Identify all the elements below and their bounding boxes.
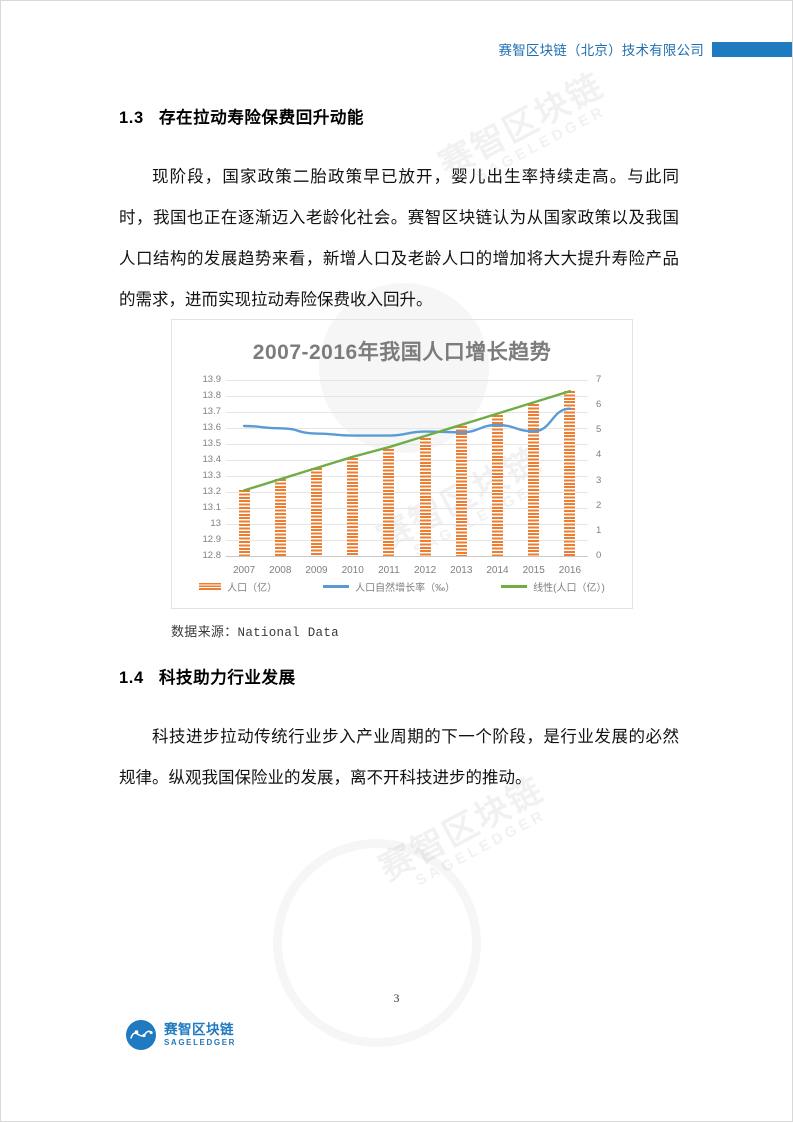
y-axis-tick-label: 13.3: [202, 470, 222, 481]
x-axis-tick-label: 2010: [341, 565, 364, 576]
y-axis-tick-label: 13.1: [202, 502, 222, 513]
chart-gridline: [226, 396, 588, 397]
x-axis-tick-label: 2008: [269, 565, 292, 576]
y-axis-tick-label: 13.4: [202, 454, 222, 465]
section-number: 1.4: [119, 669, 144, 687]
chart-bar: [528, 404, 540, 556]
legend-item[interactable]: 人口（亿）: [199, 579, 277, 594]
y-axis-tick-label: 13.2: [202, 486, 222, 497]
chart-gridline: [226, 556, 588, 557]
chart-bar: [492, 415, 503, 556]
logo-text-en: SAGELEDGER: [164, 1037, 237, 1047]
chart-line-layer: [242, 390, 572, 492]
legend-swatch-line: [323, 585, 350, 588]
chart-line: [242, 407, 572, 437]
section-title: 存在拉动寿险保费回升动能: [158, 109, 365, 127]
legend-label: 线性(人口（亿）): [533, 583, 605, 594]
figure-source: 数据来源：National Data: [171, 621, 339, 640]
y-axis-tick-label: 13.5: [202, 438, 222, 449]
x-axis-tick-label: 2011: [378, 565, 400, 576]
y-axis-tick-label: 13.6: [202, 422, 222, 433]
chart-bar: [564, 391, 576, 556]
chart-gridline: [226, 460, 588, 461]
y-axis-tick-label: 13.7: [202, 406, 222, 417]
source-value: National Data: [237, 626, 339, 640]
x-axis-tick-label: 2016: [558, 565, 582, 576]
watermark-en: SAGELEDGER: [413, 806, 550, 890]
chart-bar: [238, 490, 250, 556]
footer-logo: 赛智区块链 SAGELEDGER: [125, 1019, 236, 1051]
header-company-name: 赛智区块链（北京）技术有限公司: [498, 43, 704, 58]
chart-line: [242, 390, 572, 492]
x-axis-tick-label: 2013: [450, 565, 473, 576]
sageledger-logo-icon: [126, 1020, 156, 1050]
chart-plot-area: 13.9 13.8 13.7 13.6 13.5 13.4 13.3 13.2 13.1 13 12…: [203, 375, 602, 576]
population-growth-chart: 2007-2016年我国人口增长趋势 13.9 13.8 13.7 13.6 13.5 1…: [171, 319, 633, 609]
x-axis-tick-label: 2012: [413, 565, 437, 576]
source-label: 数据来源：: [171, 624, 238, 639]
chart-gridline: [226, 492, 588, 493]
watermark-ring: [273, 839, 481, 1047]
y-axis-tick-label: 13: [210, 518, 221, 529]
header-accent-bar: [712, 41, 792, 57]
x-axis-tick-label: 2014: [486, 565, 509, 576]
y-axis-tick-label: 12.8: [202, 550, 222, 561]
y2-axis-tick-label: 4: [596, 449, 602, 461]
section-title: 科技助力行业发展: [158, 669, 296, 687]
legend-swatch-bar: [199, 583, 222, 590]
chart-gridline: [226, 476, 588, 477]
section-body-1-3: 现阶段，国家政策二胎政策早已放开，婴儿出生率持续走高。与此同时，我国也正在逐渐迈…: [119, 167, 679, 309]
y2-axis-tick-label: 2: [596, 499, 602, 511]
section-body-1-4: 科技进步拉动传统行业步入产业周期的下一个阶段，是行业发展的必然规律。纵观我国保险…: [119, 727, 679, 787]
legend-label: 人口（亿）: [227, 583, 278, 594]
chart-bar: [383, 448, 395, 556]
y2-axis-tick-label: 6: [596, 399, 602, 411]
y2-axis-tick-label: 1: [596, 524, 602, 536]
chart-bar: [455, 426, 467, 556]
chart-bar: [311, 468, 322, 556]
y-axis-tick-label: 13.9: [202, 374, 222, 385]
logo-wordmark: 赛智区块链 SAGELEDGER: [164, 1023, 236, 1047]
legend-swatch-trendline: [501, 585, 528, 588]
chart-title: 2007-2016年我国人口增长趋势: [252, 341, 552, 364]
section-heading-1-4: 1.4 科技助力行业发展: [119, 664, 296, 688]
chart-legend: 人口（亿） 人口自然增长率（‰） 线性(人口（亿）): [172, 579, 632, 594]
legend-label: 人口自然增长率（‰）: [355, 583, 456, 594]
section-heading-1-3: 1.3 存在拉动寿险保费回升动能: [119, 104, 364, 128]
chart-gridline: [226, 380, 588, 381]
chart-bar: [347, 458, 359, 556]
x-axis-tick-label: 2015: [522, 565, 545, 576]
page-number: 3: [393, 993, 400, 1005]
chart-gridline: [226, 508, 588, 509]
y2-axis-tick-label: 3: [596, 474, 602, 486]
y2-axis-tick-label: 7: [596, 374, 602, 385]
page-header: 赛智区块链（北京）技术有限公司: [1, 37, 792, 61]
chart-gridline: [226, 444, 588, 445]
chart-gridline: [226, 524, 588, 525]
logo-text-cn: 赛智区块链: [164, 1022, 234, 1038]
chart-bar: [419, 437, 431, 556]
y-axis-tick-label: 13.8: [202, 390, 222, 401]
chart-gridline: [226, 428, 588, 429]
chart-gridline: [226, 540, 588, 541]
section-number: 1.3: [119, 109, 144, 127]
x-axis-tick-label: 2007: [232, 565, 256, 576]
chart-gridline: [226, 412, 588, 413]
legend-item[interactable]: 人口自然增长率（‰）: [323, 579, 455, 594]
y2-axis-tick-label: 5: [596, 424, 602, 436]
legend-item[interactable]: 线性(人口（亿）): [501, 579, 605, 594]
chart-bar: [274, 479, 286, 556]
x-axis-tick-label: 2009: [305, 565, 328, 576]
y2-axis-tick-label: 0: [596, 550, 602, 561]
y-axis-tick-label: 12.9: [202, 534, 222, 545]
